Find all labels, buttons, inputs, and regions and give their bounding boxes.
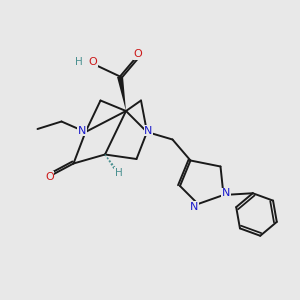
Text: O: O	[45, 172, 54, 182]
Text: N: N	[222, 188, 230, 199]
Text: N: N	[78, 125, 86, 136]
Text: O: O	[134, 49, 142, 59]
Text: N: N	[144, 125, 153, 136]
Text: H: H	[115, 167, 122, 178]
Text: O: O	[88, 56, 98, 67]
Text: N: N	[190, 202, 199, 212]
Text: H: H	[75, 56, 83, 67]
Polygon shape	[117, 76, 126, 111]
